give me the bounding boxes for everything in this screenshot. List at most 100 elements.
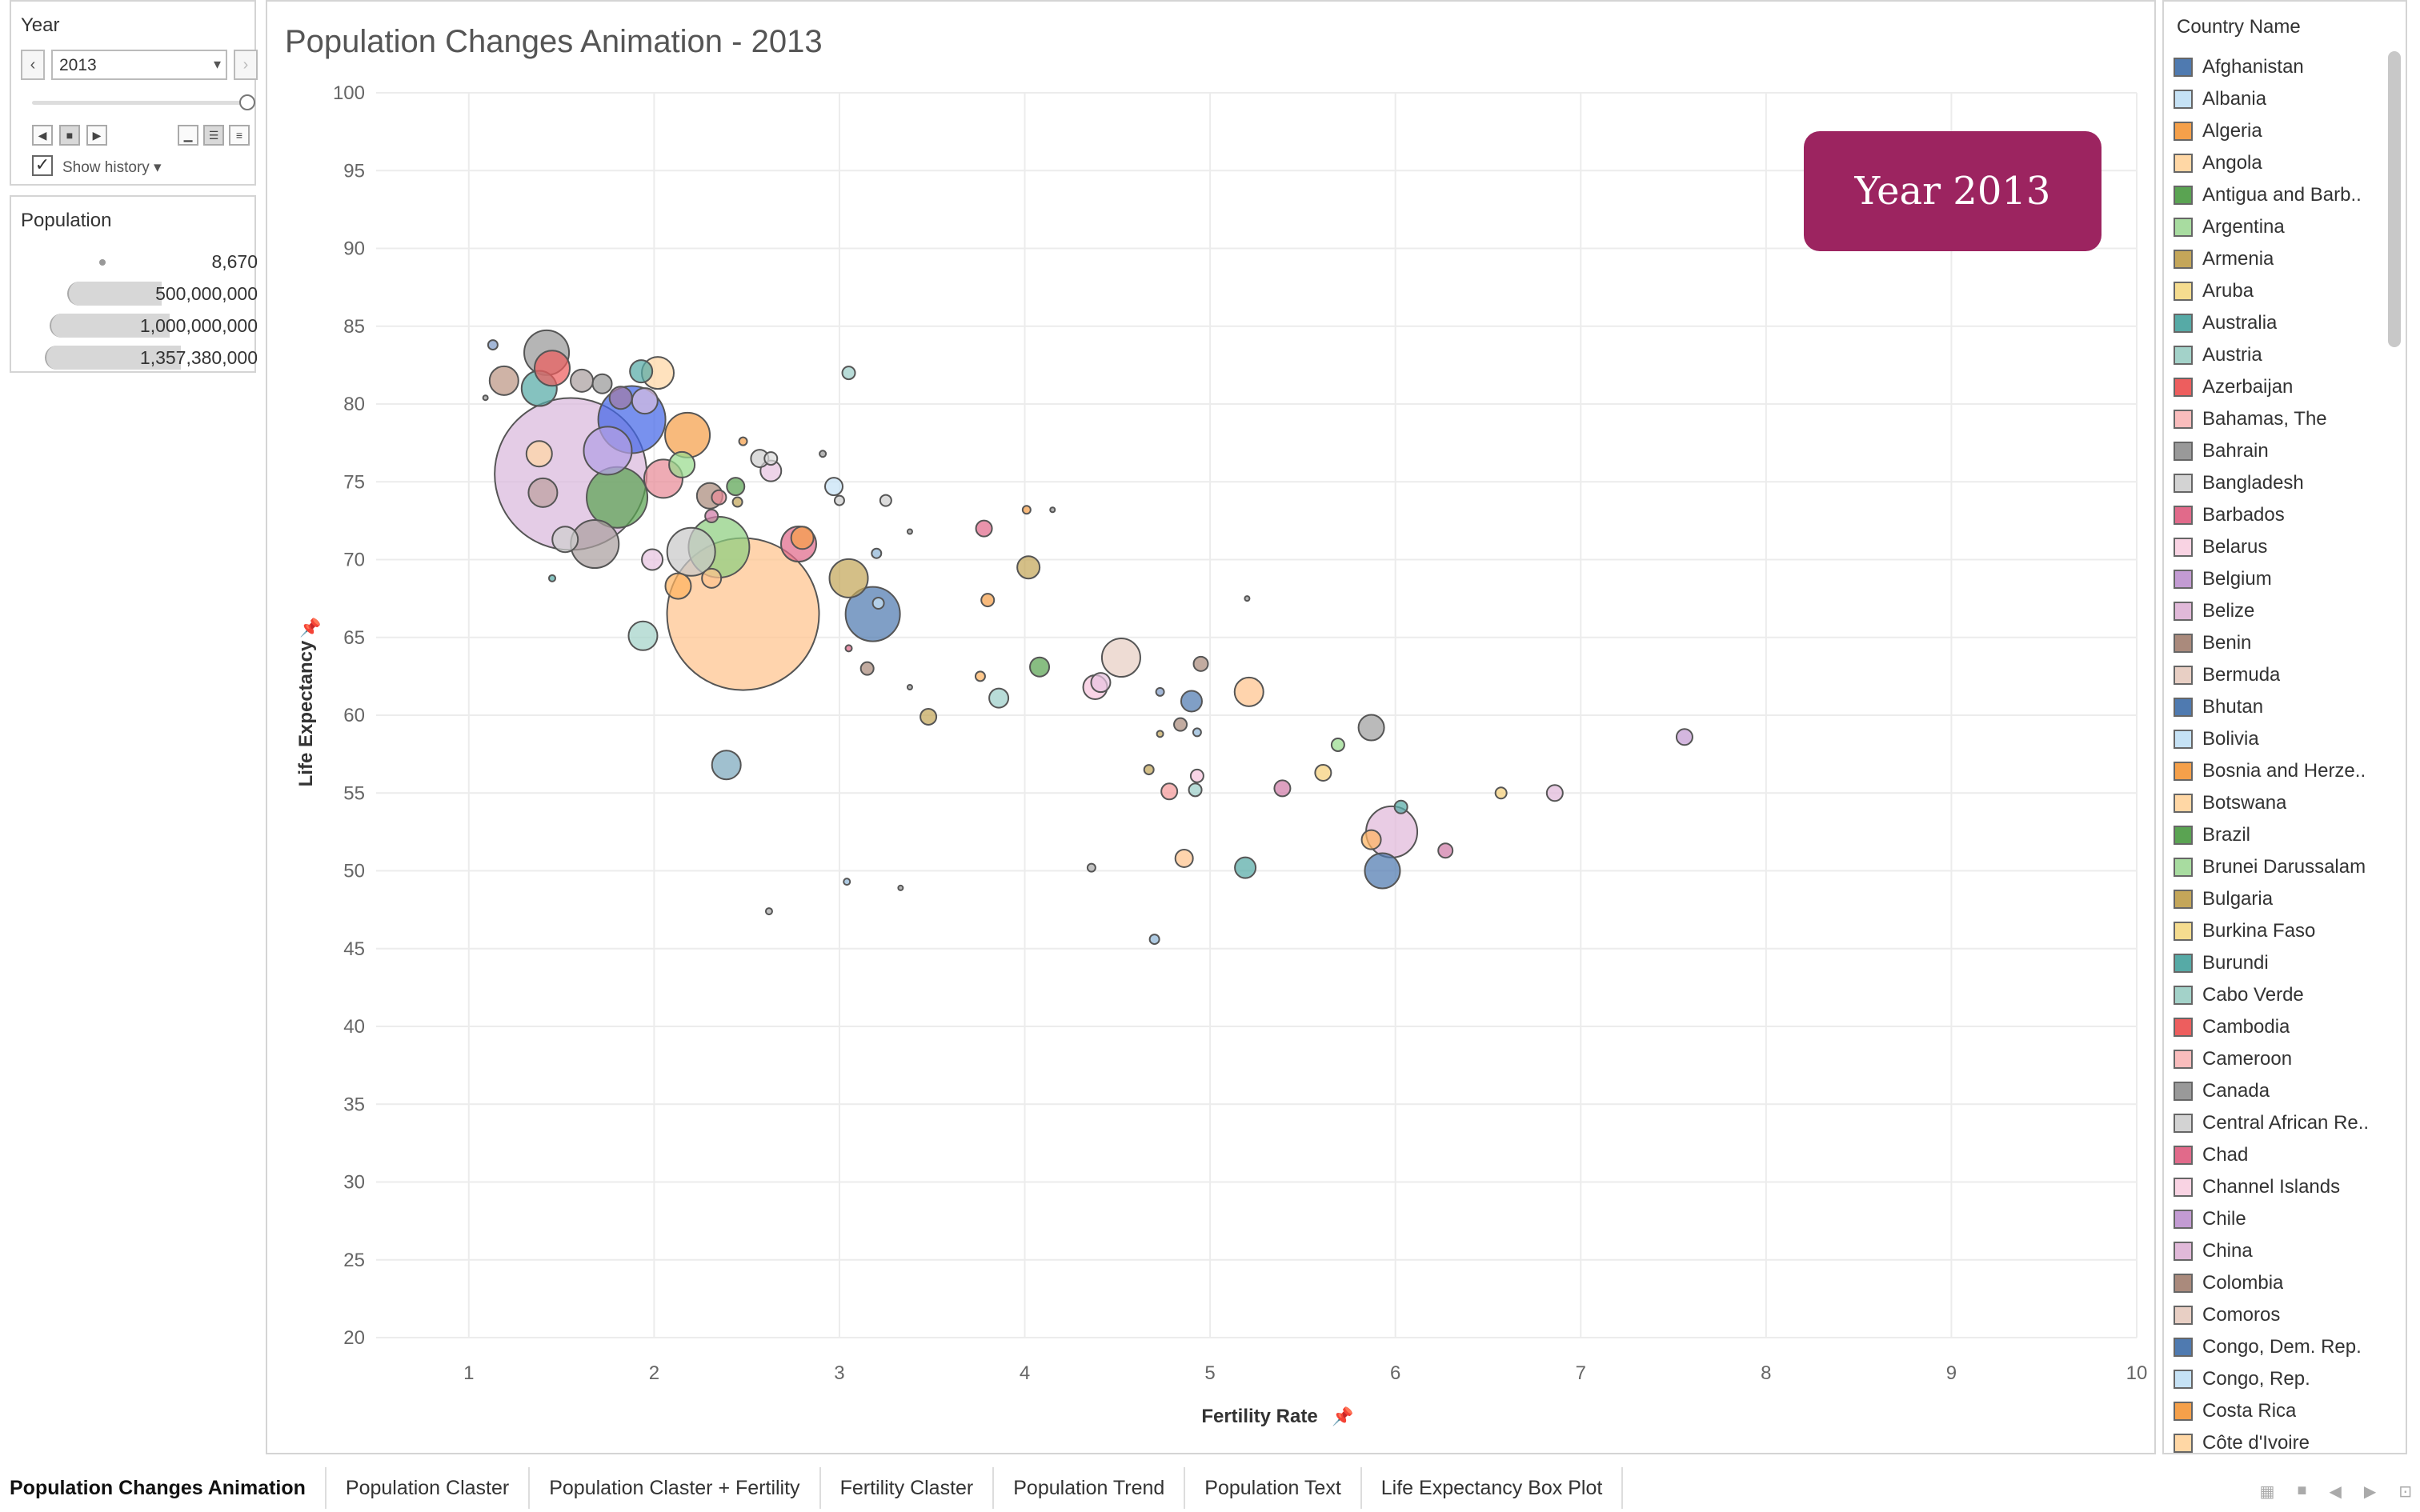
data-point[interactable] (844, 586, 901, 642)
year-slider-knob[interactable] (239, 94, 255, 110)
legend-item[interactable]: Algeria (2174, 115, 2390, 147)
data-point[interactable] (1189, 768, 1204, 783)
data-point[interactable] (1330, 737, 1345, 752)
data-point[interactable] (525, 440, 553, 468)
sheet-tab[interactable]: Life Expectancy Box Plot (1362, 1467, 1624, 1509)
data-point[interactable] (1016, 555, 1041, 580)
data-point[interactable] (527, 477, 559, 508)
data-point[interactable] (1244, 595, 1251, 602)
data-point[interactable] (1160, 782, 1179, 801)
legend-item[interactable]: Azerbaijan (2174, 371, 2390, 403)
legend-item[interactable]: Angola (2174, 147, 2390, 179)
legend-item[interactable]: Cameroon (2174, 1043, 2390, 1075)
data-point[interactable] (482, 394, 489, 402)
data-point[interactable] (664, 411, 711, 458)
data-point[interactable] (844, 644, 853, 653)
data-point[interactable] (1234, 856, 1257, 879)
sheet-tab[interactable]: Population Claster (327, 1467, 531, 1509)
data-point[interactable] (1180, 690, 1203, 713)
data-point[interactable] (1360, 829, 1382, 850)
legend-item[interactable]: Bhutan (2174, 691, 2390, 723)
sheet-tab[interactable]: Population Changes Animation (0, 1467, 327, 1509)
speed-fast-button[interactable]: ≡ (229, 125, 250, 146)
data-point[interactable] (586, 466, 649, 529)
data-point[interactable] (631, 387, 659, 415)
show-history-label[interactable]: Show history ▾ (62, 159, 162, 176)
data-point[interactable] (1148, 934, 1160, 946)
legend-item[interactable]: Chile (2174, 1203, 2390, 1235)
data-point[interactable] (488, 365, 519, 396)
data-point[interactable] (819, 450, 827, 458)
legend-item[interactable]: Comoros (2174, 1299, 2390, 1331)
data-point[interactable] (726, 477, 746, 497)
speed-normal-button[interactable]: ☰ (203, 125, 224, 146)
legend-item[interactable]: Bahamas, The (2174, 403, 2390, 435)
show-history-checkbox[interactable]: ✓ (32, 155, 53, 176)
data-point[interactable] (871, 596, 885, 610)
speed-slow-button[interactable]: ▁ (178, 125, 198, 146)
data-point[interactable] (1494, 786, 1508, 800)
filmstrip-icon[interactable]: ■ (2297, 1482, 2307, 1499)
legend-item[interactable]: Canada (2174, 1075, 2390, 1107)
sheet-tab[interactable]: Population Text (1185, 1467, 1362, 1509)
data-point[interactable] (833, 494, 845, 506)
data-point[interactable] (1174, 848, 1194, 868)
data-point[interactable] (1233, 676, 1264, 707)
data-point[interactable] (988, 687, 1010, 709)
data-point[interactable] (1364, 852, 1401, 890)
data-point[interactable] (1357, 714, 1385, 742)
next-year-button[interactable]: › (234, 50, 258, 80)
legend-item[interactable]: Botswana (2174, 787, 2390, 819)
data-point[interactable] (764, 907, 773, 916)
data-point[interactable] (711, 489, 727, 506)
data-point[interactable] (1192, 727, 1202, 738)
data-point[interactable] (1545, 784, 1564, 802)
legend-item[interactable]: Burkina Faso (2174, 915, 2390, 947)
data-point[interactable] (828, 558, 869, 598)
prev-sheet-icon[interactable]: ◀ (2329, 1483, 2342, 1501)
data-point[interactable] (843, 878, 851, 886)
data-point[interactable] (570, 368, 595, 393)
legend-item[interactable]: Australia (2174, 307, 2390, 339)
data-point[interactable] (763, 451, 779, 466)
data-point[interactable] (897, 884, 904, 891)
pin-icon[interactable]: 📌 (299, 617, 321, 638)
data-point[interactable] (551, 526, 579, 554)
legend-item[interactable]: Côte d'Ivoire (2174, 1427, 2390, 1459)
sheet-tab[interactable]: Fertility Claster (821, 1467, 995, 1509)
legend-item[interactable]: Austria (2174, 339, 2390, 371)
data-point[interactable] (1437, 842, 1454, 859)
data-point[interactable] (1393, 799, 1408, 814)
data-point[interactable] (871, 547, 883, 559)
legend-item[interactable]: Congo, Rep. (2174, 1363, 2390, 1395)
data-point[interactable] (906, 683, 913, 690)
play-back-button[interactable]: ◀ (32, 125, 53, 146)
data-point[interactable] (731, 496, 743, 508)
data-point[interactable] (629, 359, 654, 384)
legend-item[interactable]: Belgium (2174, 563, 2390, 595)
data-point[interactable] (1100, 638, 1141, 678)
data-point[interactable] (668, 450, 696, 478)
legend-item[interactable]: Brazil (2174, 819, 2390, 851)
data-point[interactable] (1086, 862, 1096, 873)
data-point[interactable] (1021, 505, 1032, 515)
data-point[interactable] (591, 373, 613, 394)
presentation-icon[interactable]: ⊡ (2398, 1483, 2412, 1501)
data-point[interactable] (906, 528, 913, 535)
data-point[interactable] (975, 519, 993, 538)
legend-item[interactable]: Bolivia (2174, 723, 2390, 755)
data-point[interactable] (738, 436, 748, 446)
legend-item[interactable]: Central African Re.. (2174, 1107, 2390, 1139)
legend-item[interactable]: Burundi (2174, 947, 2390, 979)
play-forward-button[interactable]: ▶ (86, 125, 107, 146)
legend-item[interactable]: Bermuda (2174, 659, 2390, 691)
legend-item[interactable]: Barbados (2174, 499, 2390, 531)
data-point[interactable] (1143, 764, 1155, 776)
data-point[interactable] (1155, 686, 1165, 697)
legend-item[interactable]: Benin (2174, 627, 2390, 659)
legend-scrollbar[interactable] (2388, 51, 2401, 347)
data-point[interactable] (1090, 672, 1112, 694)
data-point[interactable] (824, 477, 843, 497)
data-point[interactable] (974, 670, 986, 682)
legend-item[interactable]: Albania (2174, 83, 2390, 115)
